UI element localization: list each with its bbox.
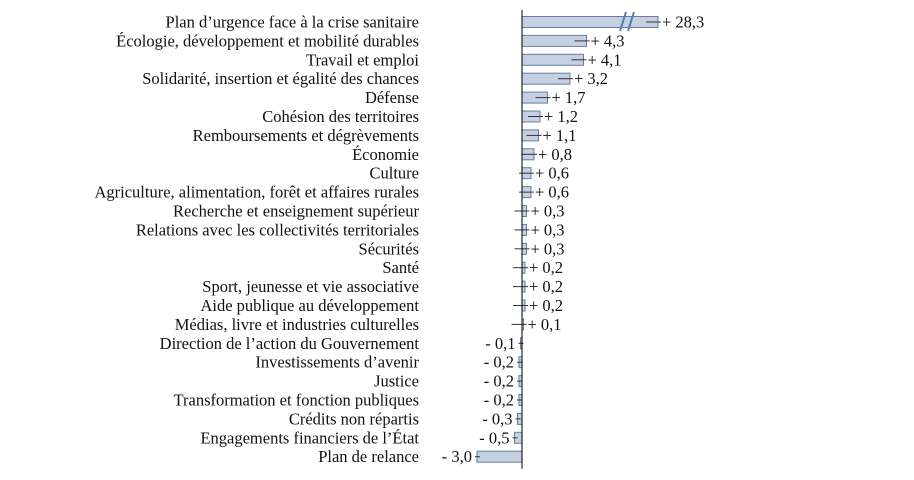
value-label-2: + 4,3	[591, 31, 625, 50]
category-label-17: Médias, livre et industries culturelles	[175, 315, 419, 334]
value-label-12: + 0,3	[531, 220, 565, 239]
category-label-2: Écologie, développement et mobilité dura…	[116, 31, 419, 50]
category-label-18: Direction de l’action du Gouvernement	[160, 334, 420, 353]
value-label-15: + 0,2	[529, 277, 563, 296]
value-label-11: + 0,3	[531, 202, 565, 221]
category-label-14: Santé	[382, 258, 419, 277]
category-label-5: Défense	[365, 88, 419, 107]
value-label-3: + 4,1	[588, 50, 622, 69]
value-label-9: + 0,6	[535, 164, 569, 183]
value-label-22: - 0,3	[482, 409, 512, 428]
value-label-10: + 0,6	[535, 183, 569, 202]
category-label-15: Sport, jeunesse et vie associative	[202, 277, 419, 296]
value-label-6: + 1,2	[544, 107, 578, 126]
category-label-24: Plan de relance	[318, 447, 419, 466]
value-label-5: + 1,7	[552, 88, 586, 107]
category-label-11: Recherche et enseignement supérieur	[173, 202, 420, 221]
category-label-7: Remboursements et dégrèvements	[193, 126, 419, 145]
category-label-21: Transformation et fonction publiques	[174, 391, 420, 410]
category-label-13: Sécurités	[359, 239, 419, 258]
category-label-6: Cohésion des territoires	[262, 107, 419, 126]
axis-break-icon	[619, 11, 635, 32]
value-label-21: - 0,2	[484, 391, 514, 410]
category-label-8: Économie	[352, 145, 419, 164]
category-label-10: Agriculture, alimentation, forêt et affa…	[94, 183, 419, 202]
bar-24	[476, 450, 523, 463]
labels-layer: Plan d’urgence face à la crise sanitaire…	[94, 13, 704, 467]
category-label-23: Engagements financiers de l’État	[200, 428, 419, 447]
category-label-9: Culture	[370, 164, 420, 183]
category-label-22: Crédits non répartis	[289, 409, 419, 428]
value-label-13: + 0,3	[531, 239, 565, 258]
category-label-16: Aide publique au développement	[200, 296, 419, 315]
value-label-14: + 0,2	[529, 258, 563, 277]
value-label-23: - 0,5	[479, 428, 509, 447]
value-label-7: + 1,1	[543, 126, 577, 145]
category-label-3: Travail et emploi	[306, 50, 419, 69]
category-label-1: Plan d’urgence face à la crise sanitaire	[166, 13, 419, 32]
value-label-4: + 3,2	[574, 69, 608, 88]
value-label-1: + 28,3	[662, 13, 704, 32]
category-label-20: Justice	[374, 372, 419, 391]
bar-1	[521, 16, 659, 28]
category-label-4: Solidarité, insertion et égalité des cha…	[142, 69, 419, 88]
category-label-19: Investissements d’avenir	[255, 353, 419, 372]
value-label-18: - 0,1	[485, 334, 515, 353]
axis-break-stroke-2	[627, 11, 635, 32]
value-label-16: + 0,2	[529, 296, 563, 315]
value-label-19: - 0,2	[484, 353, 514, 372]
value-label-20: - 0,2	[484, 372, 514, 391]
axis-break-stroke-1	[619, 11, 627, 32]
value-label-24: - 3,0	[442, 447, 472, 466]
value-label-8: + 0,8	[538, 145, 572, 164]
category-label-12: Relations avec les collectivités territo…	[136, 220, 419, 239]
value-label-17: + 0,1	[528, 315, 562, 334]
